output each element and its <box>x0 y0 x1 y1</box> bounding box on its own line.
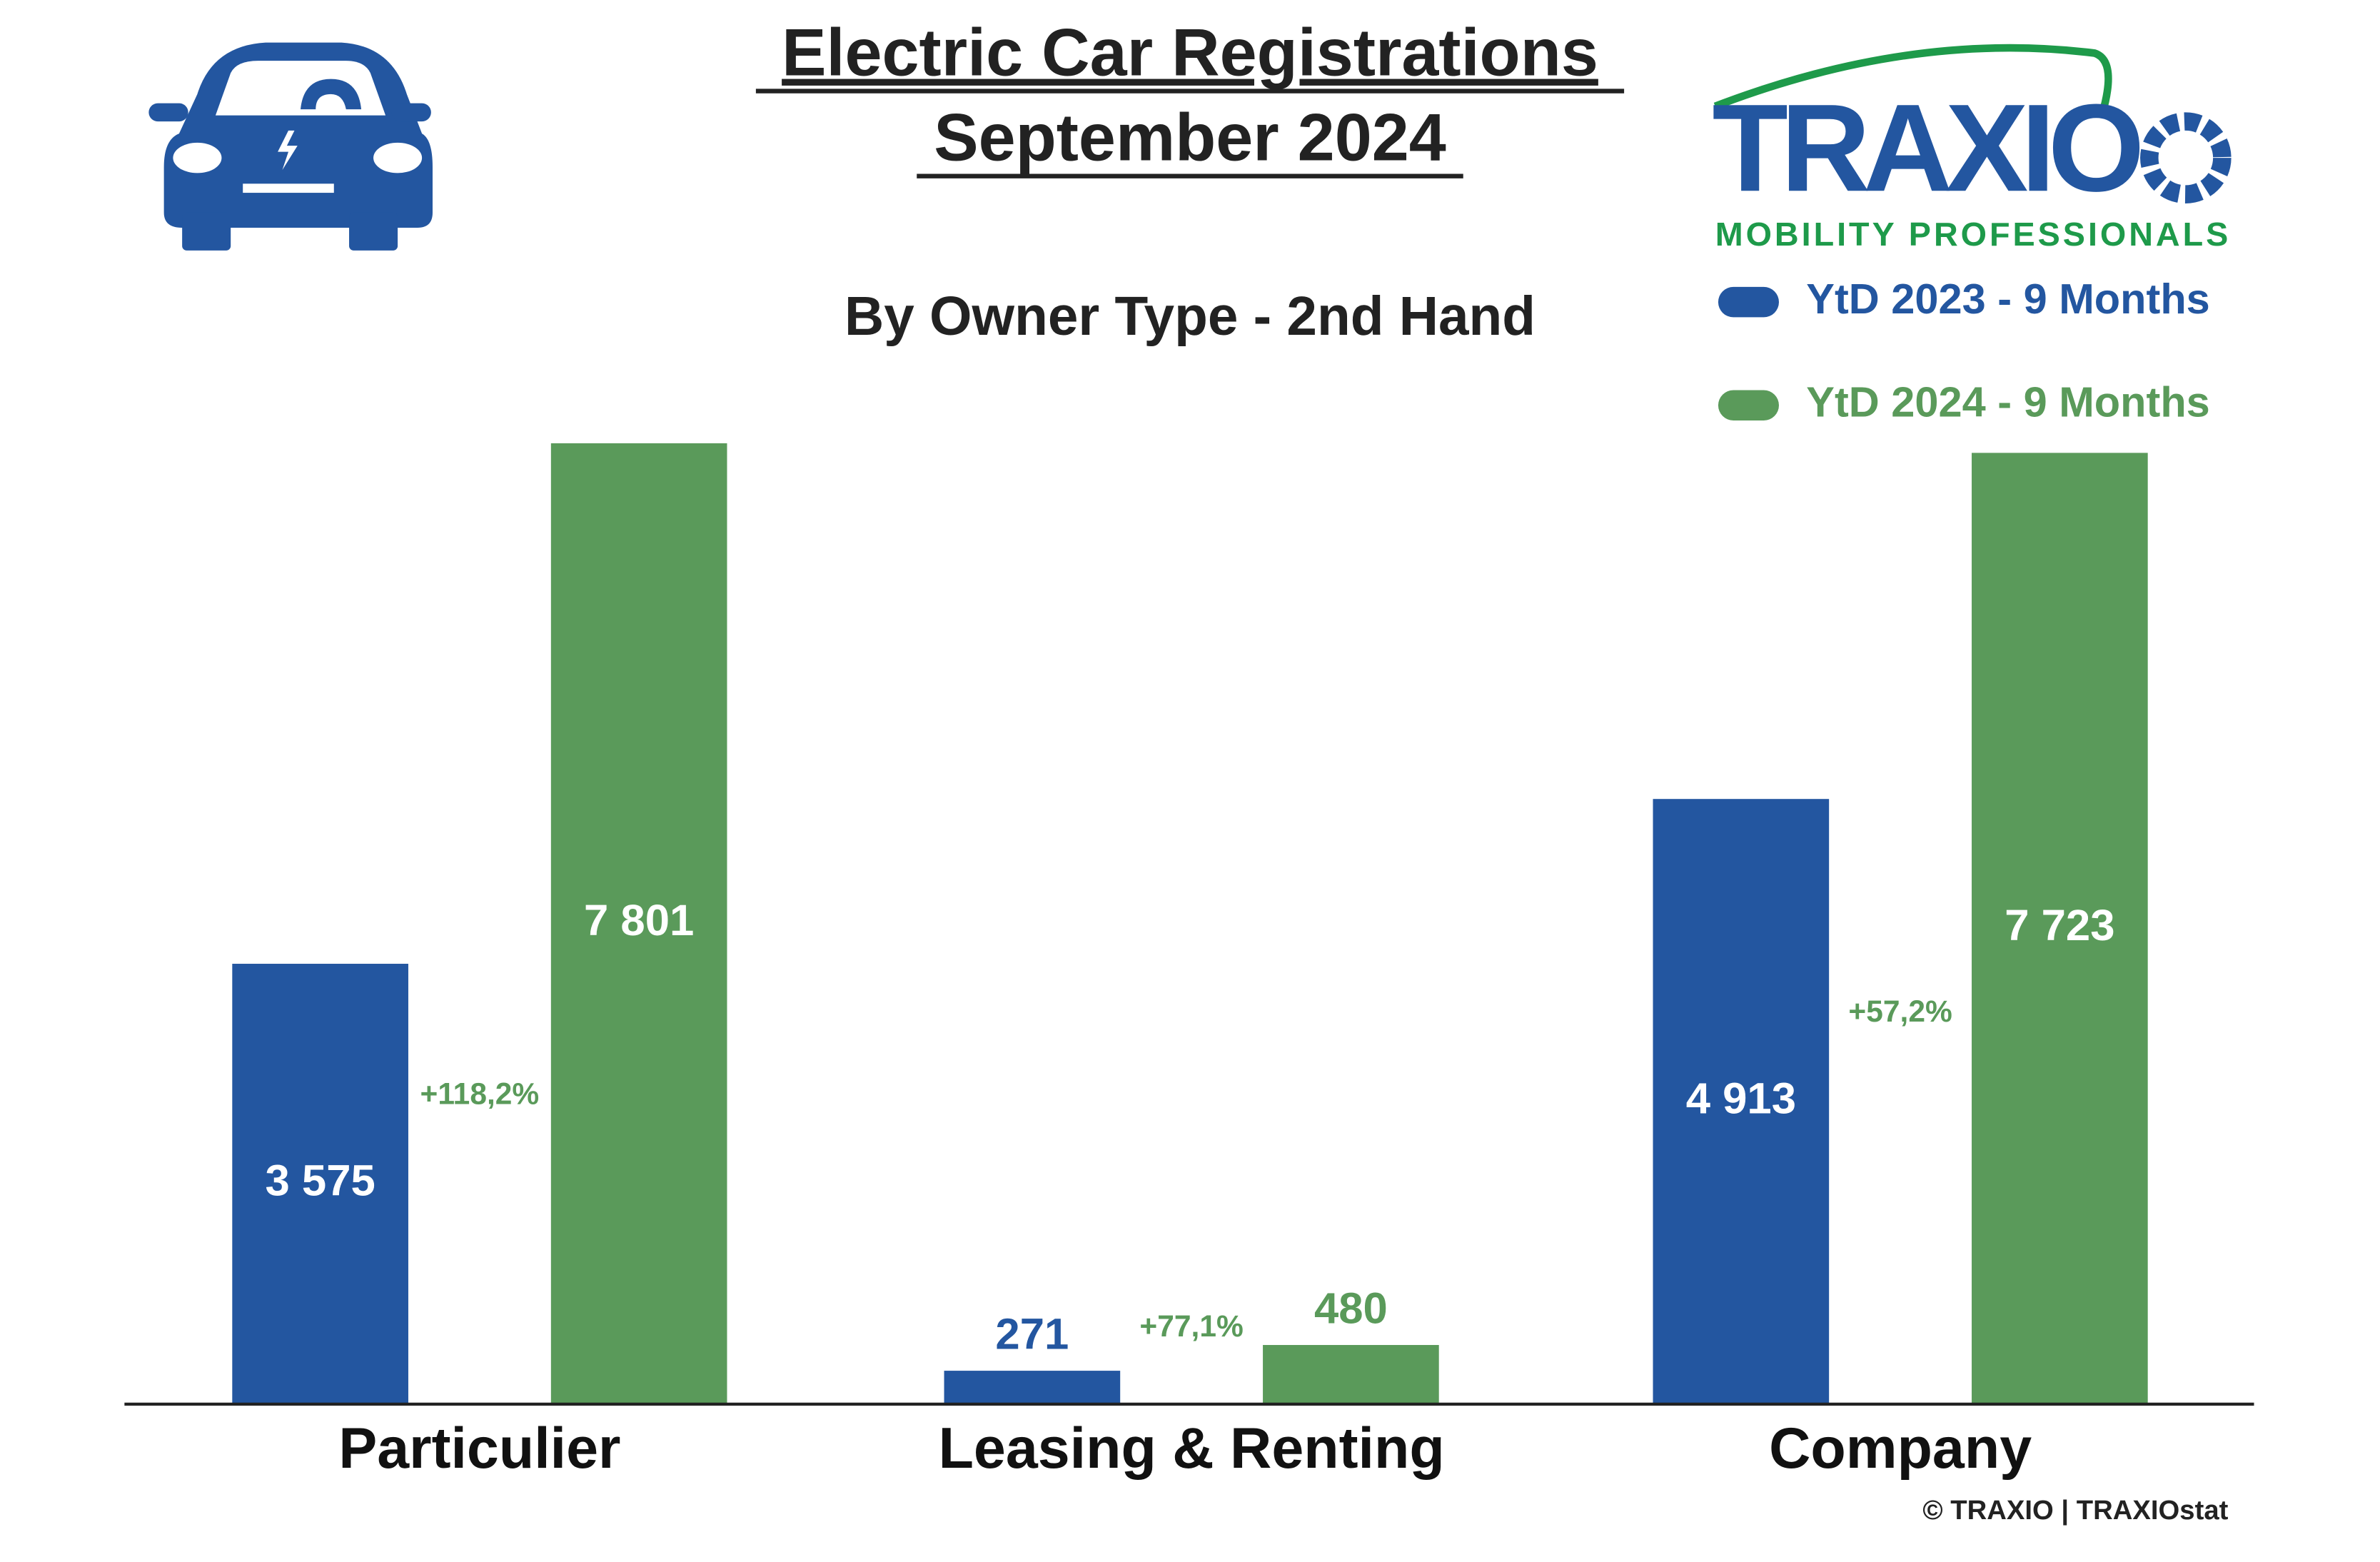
x-tick-label: Leasing & Renting <box>939 1416 1445 1481</box>
change-label: +118,2% <box>420 1077 540 1111</box>
bar <box>1263 1345 1439 1404</box>
bar <box>1653 799 1830 1404</box>
x-tick-label: Particulier <box>338 1416 620 1481</box>
change-label: +57,2% <box>1848 995 1952 1029</box>
legend-label: YtD 2024 - 9 Months <box>1806 378 2210 425</box>
value-label: 271 <box>995 1310 1069 1359</box>
value-label: 7 801 <box>584 896 694 945</box>
x-tick-label: Company <box>1769 1416 2032 1481</box>
change-label: +77,1% <box>1139 1310 1243 1344</box>
bar <box>550 443 727 1404</box>
legend-swatch <box>1718 390 1779 421</box>
bar <box>232 964 408 1404</box>
bar <box>1972 453 2148 1404</box>
value-label: 4 913 <box>1686 1074 1796 1123</box>
value-label: 480 <box>1314 1284 1388 1334</box>
logo-name: TRAXIO <box>1712 78 2144 217</box>
car-icon <box>148 42 433 251</box>
chart-date: September 2024 <box>934 100 1446 175</box>
chart-title: Electric Car Registrations <box>782 15 1598 90</box>
footer: © TRAXIO | TRAXIOstat <box>1922 1495 2228 1526</box>
legend-label: YtD 2023 - 9 Months <box>1806 275 2210 323</box>
legend-swatch <box>1718 286 1779 318</box>
logo-swoosh <box>1713 44 2112 115</box>
logo-gear <box>2140 112 2232 203</box>
logo-tagline: MOBILITY PROFESSIONALS <box>1715 216 2229 253</box>
value-label: 7 723 <box>2005 901 2114 950</box>
chart-subtitle: By Owner Type - 2nd Hand <box>844 286 1536 347</box>
value-label: 3 575 <box>265 1157 375 1206</box>
bar <box>944 1371 1121 1404</box>
